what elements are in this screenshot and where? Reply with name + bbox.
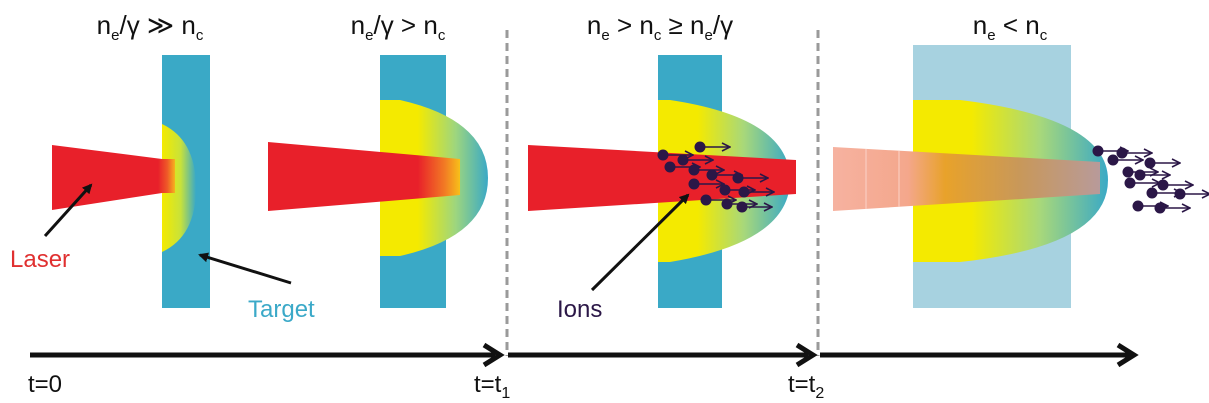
condition-header-2: ne/γ > nc xyxy=(350,10,446,45)
panel4-ion-dot xyxy=(1144,157,1156,169)
panel3-ion-dot xyxy=(657,149,669,161)
time-label-t0: t=0 xyxy=(28,371,62,398)
panel4-ion-dot xyxy=(1124,177,1136,189)
panel3-ion-dot xyxy=(719,184,731,196)
panel3-ion-dot xyxy=(721,198,733,210)
panel4-ion-dot xyxy=(1157,179,1169,191)
timeline-arrowhead-2 xyxy=(795,342,818,368)
target-pointer-arrow xyxy=(198,252,292,285)
panel3-ion-dot xyxy=(688,164,700,176)
panel4-ion-dot xyxy=(1134,169,1146,181)
panel4-ion-dot xyxy=(1174,188,1186,200)
condition-header-1: ne/γ ≫ nc xyxy=(96,10,204,45)
laser-label: Laser xyxy=(10,246,70,273)
target-label: Target xyxy=(248,296,315,323)
panel4-ion-dot xyxy=(1116,147,1128,159)
panel3-ion-dot xyxy=(664,161,676,173)
panel3-ion-dot xyxy=(694,141,706,153)
panel-3 xyxy=(528,55,796,308)
panel3-ion-dot xyxy=(700,194,712,206)
panel4-ion-dot xyxy=(1146,187,1158,199)
panel-2 xyxy=(268,55,488,308)
panel3-ion-dot xyxy=(688,178,700,190)
laser-beam-2 xyxy=(268,142,460,211)
ions-pointer-arrow xyxy=(590,193,690,292)
ion-group-4 xyxy=(1092,145,1209,214)
panel-4 xyxy=(833,45,1209,308)
laser-beam-4 xyxy=(833,147,1100,211)
condition-header-4: ne < nc xyxy=(972,10,1048,45)
panel3-ion-dot xyxy=(736,201,748,213)
time-label-t1: t=t1 xyxy=(474,371,510,402)
laser-beam-3 xyxy=(528,145,796,211)
panel3-ion-dot xyxy=(738,186,750,198)
panel-1 xyxy=(52,55,210,308)
condition-header-3: ne > nc ≥ ne/γ xyxy=(586,10,734,45)
panel3-ion-dot xyxy=(677,154,689,166)
time-label-t2: t=t2 xyxy=(788,371,824,402)
timeline-arrowhead-1 xyxy=(482,342,505,368)
panel3-ion-dot xyxy=(706,169,718,181)
laser-tip-1 xyxy=(158,159,175,193)
panel4-ion-dot xyxy=(1092,145,1104,157)
panel3-ion-dot xyxy=(732,172,744,184)
panel4-ion-dot xyxy=(1122,166,1134,178)
yellow-cap-1 xyxy=(162,124,196,252)
timeline-arrowhead-3 xyxy=(1116,342,1139,368)
panel4-ion-dot xyxy=(1132,200,1144,212)
panel4-ion-dot xyxy=(1154,202,1166,214)
laser-beam-1 xyxy=(52,145,162,210)
ions-label: Ions xyxy=(557,296,602,323)
laser-pointer-arrow xyxy=(43,183,93,238)
panel4-ion-dot xyxy=(1107,154,1119,166)
ion-group-3 xyxy=(657,141,775,213)
